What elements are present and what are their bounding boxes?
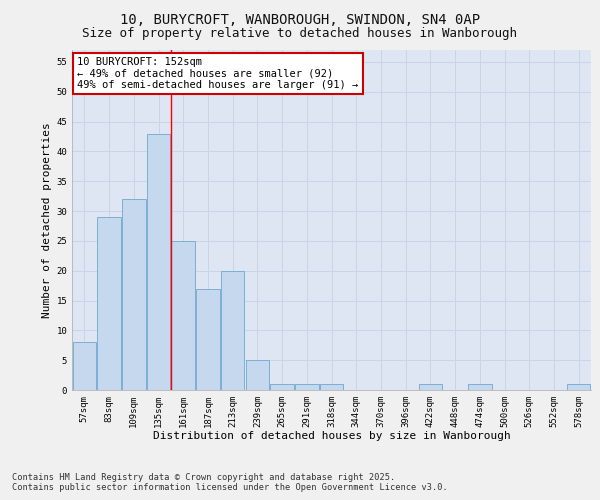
Bar: [271, 384, 294, 390]
Bar: [295, 384, 319, 390]
Bar: [97, 217, 121, 390]
Bar: [196, 288, 220, 390]
Text: Size of property relative to detached houses in Wanborough: Size of property relative to detached ho…: [83, 28, 517, 40]
X-axis label: Distribution of detached houses by size in Wanborough: Distribution of detached houses by size …: [152, 432, 511, 442]
Bar: [245, 360, 269, 390]
Bar: [567, 384, 590, 390]
Bar: [122, 199, 146, 390]
Bar: [73, 342, 96, 390]
Bar: [419, 384, 442, 390]
Bar: [468, 384, 491, 390]
Text: 10, BURYCROFT, WANBOROUGH, SWINDON, SN4 0AP: 10, BURYCROFT, WANBOROUGH, SWINDON, SN4 …: [120, 12, 480, 26]
Bar: [172, 241, 195, 390]
Bar: [221, 270, 244, 390]
Text: 10 BURYCROFT: 152sqm
← 49% of detached houses are smaller (92)
49% of semi-detac: 10 BURYCROFT: 152sqm ← 49% of detached h…: [77, 57, 358, 90]
Text: Contains HM Land Registry data © Crown copyright and database right 2025.
Contai: Contains HM Land Registry data © Crown c…: [12, 473, 448, 492]
Bar: [147, 134, 170, 390]
Y-axis label: Number of detached properties: Number of detached properties: [42, 122, 52, 318]
Bar: [320, 384, 343, 390]
